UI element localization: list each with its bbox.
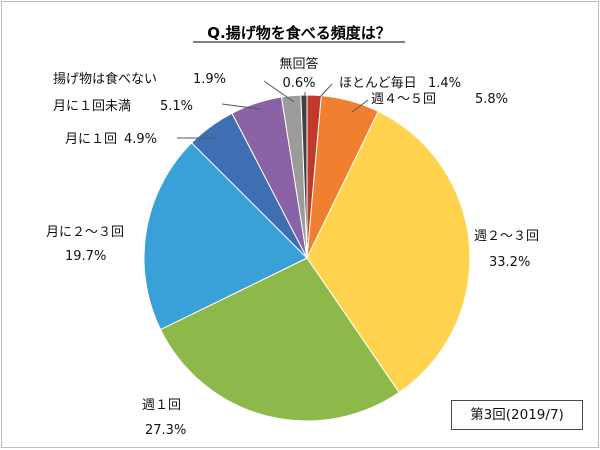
slice-label-value: 5.1% [160,99,193,114]
slice-labels: ほとんど毎日 1.4%週４～５回 5.8% 週２～３回 33.2% 週１回 27.3% 月に２… [46,56,539,438]
slice-label-name: 無回答 [279,56,318,72]
leader-line [351,99,369,113]
slice-label-name: 月に１回未満 [53,99,131,114]
slice-label-value: 33.2% [489,255,530,270]
leader-lines [177,80,369,139]
slice-label-value: 27.3% [145,423,186,438]
slice-label-value: 5.8% [475,92,508,107]
pie-slice [306,110,471,394]
pie-slice [143,142,308,331]
slice-label-value: 19.7% [65,249,106,264]
slice-label-value: 1.4% [428,76,461,91]
leader-line [221,103,261,110]
slice-label-value: 4.9% [124,132,157,147]
slice-label-name: ほとんど毎日 [339,75,417,91]
pie-slices [143,94,471,422]
slice-label-name: 月に２～３回 [46,225,124,240]
slice-label-name: 週１回 [142,398,181,413]
slice-label-value: 1.9% [193,72,226,87]
slice-label-name: 週４～５回 [371,92,436,107]
pie-slice [159,257,400,422]
slice-label-value: 0.6% [282,76,315,91]
slice-label-name: 月に１回 [65,132,117,147]
leader-line [263,80,295,103]
chart-title: Q.揚げ物を食べる頻度は？ [207,24,390,42]
survey-round-badge: 第3回(2019/7) [451,400,583,430]
slice-label-name: 揚げ物は食べない [53,71,157,87]
slice-label-name: 週２～３回 [474,229,539,244]
leader-line [319,83,333,98]
pie-slice [300,94,308,259]
